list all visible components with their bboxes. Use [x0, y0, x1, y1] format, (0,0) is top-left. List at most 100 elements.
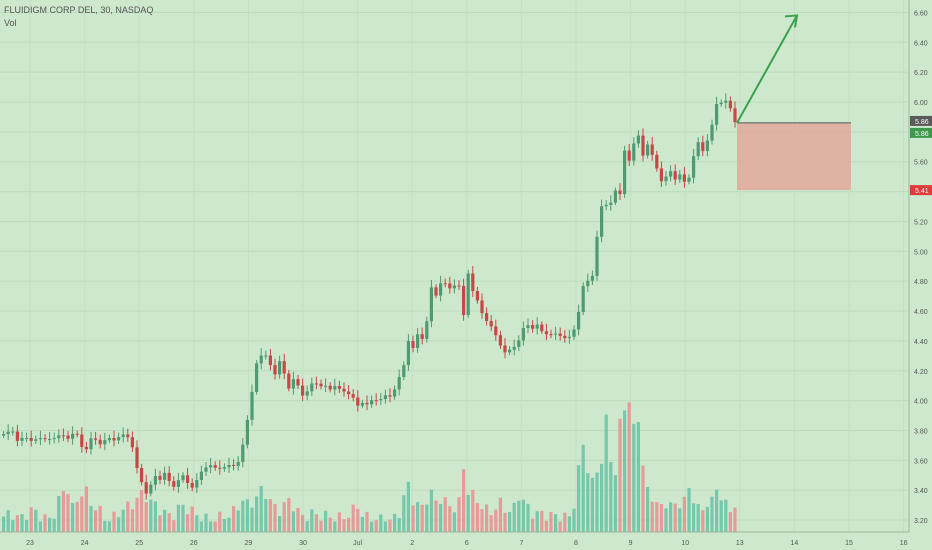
target-arrow[interactable] [736, 14, 798, 124]
candle-body-78 [360, 402, 364, 406]
volume-bar-60 [278, 515, 282, 532]
candle-body-156 [719, 102, 723, 105]
volume-bar-103 [475, 503, 479, 532]
candle-body-91 [420, 334, 424, 339]
x-tick-label-10: 8 [574, 540, 578, 547]
volume-bar-47 [218, 511, 222, 532]
volume-label: Vol [4, 18, 17, 28]
stop-price-badge-bg [910, 185, 932, 196]
volume-bar-91 [420, 504, 424, 532]
candle-body-27 [126, 434, 130, 438]
candle-body-53 [245, 419, 249, 445]
candle-body-107 [494, 326, 498, 336]
volume-bar-152 [701, 510, 705, 532]
volume-bar-80 [370, 521, 374, 532]
volume-bar-4 [20, 514, 24, 532]
volume-bar-51 [236, 510, 240, 532]
candle-body-52 [241, 444, 245, 462]
candle-body-146 [673, 171, 677, 180]
candle-body-7 [34, 439, 38, 441]
volume-bar-146 [673, 503, 677, 532]
candle-body-19 [89, 438, 93, 450]
volume-bar-52 [241, 500, 245, 532]
candle-body-61 [282, 361, 286, 374]
volume-bar-100 [462, 469, 466, 532]
volume-bar-155 [715, 489, 719, 532]
volume-bar-108 [498, 497, 502, 532]
candle-body-129 [595, 236, 599, 276]
volume-bar-83 [383, 521, 387, 532]
volume-bar-41 [190, 506, 194, 532]
candle-body-34 [158, 476, 162, 480]
candle-body-66 [305, 391, 309, 396]
candle-body-120 [554, 333, 558, 335]
candle-body-40 [186, 475, 190, 484]
volume-bar-3 [15, 515, 19, 532]
volume-bar-126 [581, 444, 585, 532]
volume-bar-2 [11, 520, 15, 532]
volume-bar-157 [724, 499, 728, 532]
volume-bar-71 [328, 517, 332, 532]
volume-bar-48 [222, 519, 226, 532]
candle-body-62 [287, 373, 291, 389]
candle-body-96 [443, 283, 447, 285]
candle-body-46 [213, 465, 217, 468]
candle-body-101 [466, 273, 470, 315]
volume-bar-20 [94, 510, 98, 532]
candle-body-117 [540, 324, 544, 332]
candle-body-128 [590, 275, 594, 281]
candle-body-111 [512, 346, 516, 350]
current-price-badge: 5.86 [915, 131, 929, 138]
y-tick-label-17: 6.60 [914, 10, 928, 17]
target-arrow-head[interactable] [784, 14, 799, 28]
candle-body-140 [646, 144, 650, 156]
x-tick-label-9: 7 [519, 540, 523, 547]
candle-body-50 [232, 464, 236, 466]
volume-bar-59 [273, 503, 277, 532]
candle-body-20 [94, 438, 98, 440]
candle-body-109 [503, 345, 507, 353]
volume-bar-158 [728, 512, 732, 532]
x-tick-label-0: 23 [26, 540, 34, 547]
candle-body-47 [218, 467, 222, 469]
candle-body-2 [11, 431, 15, 433]
candle-body-8 [38, 438, 42, 440]
volume-bar-121 [558, 521, 562, 532]
volume-bar-93 [429, 489, 433, 532]
volume-bar-17 [80, 496, 84, 532]
candle-body-90 [416, 334, 420, 348]
volume-bar-26 [121, 509, 125, 532]
volume-bar-46 [213, 521, 217, 532]
candle-body-81 [374, 400, 378, 402]
candle-body-11 [52, 438, 56, 440]
volume-bar-73 [337, 512, 341, 532]
candle-body-75 [347, 391, 351, 395]
candle-body-88 [406, 341, 410, 366]
candle-body-138 [636, 135, 640, 144]
volume-bar-39 [181, 504, 185, 532]
candle-body-80 [370, 400, 374, 405]
candle-body-21 [98, 439, 102, 445]
volume-bar-153 [705, 506, 709, 532]
volume-bar-32 [149, 499, 153, 532]
candle-body-44 [204, 467, 208, 472]
volume-bar-130 [600, 463, 604, 532]
y-tick-label-2: 3.60 [914, 458, 928, 465]
candle-body-3 [15, 431, 19, 441]
candle-body-5 [25, 437, 29, 439]
volume-bar-36 [167, 513, 171, 532]
candle-body-115 [531, 325, 535, 329]
candle-body-28 [130, 437, 134, 448]
candle-body-35 [163, 472, 167, 480]
x-tick-label-8: 6 [465, 540, 469, 547]
candle-body-151 [696, 142, 700, 157]
volume-bar-65 [301, 514, 305, 532]
volume-bar-127 [586, 473, 590, 532]
volume-bar-142 [655, 502, 659, 532]
candle-body-10 [48, 439, 52, 441]
candle-body-145 [669, 171, 673, 177]
stop-loss-zone[interactable] [737, 122, 851, 191]
y-tick-label-4: 4.00 [914, 399, 928, 406]
